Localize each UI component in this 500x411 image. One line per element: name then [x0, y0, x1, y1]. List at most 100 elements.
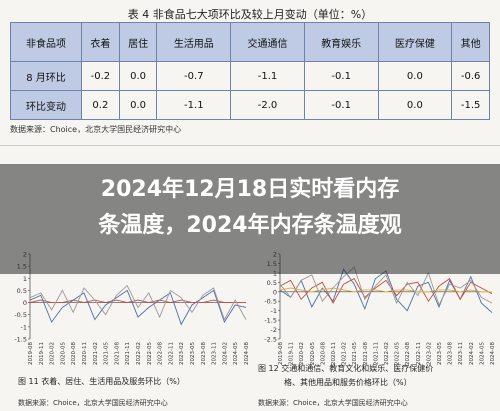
x-tick-label: 2024-02 [222, 342, 228, 365]
x-tick-label: 2024-08 [244, 342, 250, 365]
table4-cell: -0.1 [303, 90, 379, 120]
x-tick-label: 2023-11 [212, 342, 218, 365]
table4-col-header: 教育娱乐 [303, 22, 379, 62]
x-tick-label: 2021-11 [373, 342, 379, 365]
banner-title-line2: 条温度，2024年内存条温度观 [98, 213, 402, 238]
x-tick-label: 2022-08 [405, 342, 411, 365]
table4-col-header: 生活用品 [156, 22, 232, 62]
y-tick-label: -2.5 [264, 336, 277, 344]
table4-row-label: 8 月环比 [10, 61, 82, 91]
x-tick-label: 2022-02 [384, 342, 390, 365]
fig12-caption-line1: 图 12 交通和通信、教育文化和娱乐、医疗保健价 [258, 364, 434, 373]
table-row: 8 月环比 -0.2 0.0 -0.7 -1.1 -0.1 0.0 -0.6 [10, 61, 490, 91]
y-tick-label: -2 [271, 326, 277, 334]
x-tick-label: 2020-02 [50, 342, 56, 365]
fig11-chart: 21.510.50-0.5-1-1.52019-082019-112020-02… [14, 251, 250, 365]
x-tick-label: 2024-02 [469, 342, 475, 365]
table4-cell: -1.1 [156, 90, 232, 120]
x-tick-label: 2019-11 [39, 342, 45, 365]
x-tick-label: 2021-05 [104, 342, 110, 365]
x-tick-label: 2020-05 [60, 342, 66, 365]
x-tick-label: 2020-08 [71, 342, 77, 365]
y-tick-label: -1.5 [264, 317, 277, 325]
x-tick-label: 2020-02 [299, 342, 305, 365]
x-tick-label: 2023-02 [179, 342, 185, 365]
series-line [29, 284, 247, 321]
table4-cell: -1.1 [230, 61, 305, 91]
table4-row-label: 环比变动 [10, 90, 82, 120]
x-tick-label: 2020-11 [331, 342, 337, 365]
table4-source: 数据来源：Choice，北京大学国民经济研究中心 [10, 125, 182, 134]
y-tick-label: -1.5 [14, 336, 27, 344]
table4-cell: 0.2 [81, 90, 120, 120]
x-tick-label: 2024-08 [490, 342, 496, 365]
banner-title-line1: 2024年12月18日实时看内存 [100, 177, 400, 202]
y-tick-label: 0 [273, 288, 277, 296]
table4-cell: -0.2 [81, 61, 120, 91]
table4-cell: -1.5 [451, 90, 490, 120]
y-tick-label: 1 [23, 275, 27, 283]
x-tick-label: 2024-05 [233, 342, 239, 365]
series-line [279, 287, 492, 293]
y-tick-label: 0.5 [267, 279, 277, 287]
y-tick-label: -0.5 [14, 311, 27, 319]
x-tick-label: 2021-08 [114, 342, 120, 365]
x-tick-label: 2022-05 [395, 342, 401, 365]
table-row: 环比变动 0.2 0.0 -1.1 -2.0 -0.1 0.0 -1.5 [10, 90, 490, 120]
table4-col-header: 交通通信 [230, 22, 305, 62]
table4-col-header: 医疗保健 [377, 22, 453, 62]
x-tick-label: 2023-08 [201, 342, 207, 365]
x-tick-label: 2022-05 [147, 342, 153, 365]
series-line [29, 289, 247, 326]
table4-cell: 0.0 [377, 61, 453, 91]
title-banner [0, 164, 500, 274]
table4-cell: -0.6 [451, 61, 490, 91]
x-tick-label: 2020-08 [320, 342, 326, 365]
table4-cell: -0.7 [156, 61, 232, 91]
y-tick-label: -1 [271, 307, 277, 315]
banner-title[interactable]: 2024年12月18日实时看内存 条温度，2024年内存条温度观 [20, 172, 480, 244]
fig12-source: 数据来源：Choice，北京大学国民经济研究中心 [258, 399, 408, 407]
series-line [279, 266, 493, 307]
table4-header-row: 非食品项 衣着 居住 生活用品 交通通信 教育娱乐 医疗保健 其他 [10, 22, 490, 62]
fig11-caption: 图 11 衣着、居住、生活用品及服务环比（%） [18, 377, 185, 386]
x-tick-label: 2023-05 [437, 342, 443, 365]
y-tick-label: 0.5 [17, 287, 27, 295]
y-tick-label: -1 [21, 323, 27, 331]
x-tick-label: 2020-11 [82, 342, 88, 365]
y-tick-label: -0.5 [264, 298, 277, 306]
x-tick-label: 2023-08 [448, 342, 454, 365]
table4-col-header: 居住 [118, 22, 158, 62]
fig12-caption-line2: 格、其他用品和服务价格环比（%） [284, 378, 412, 387]
x-tick-label: 2019-11 [289, 342, 295, 365]
divider [0, 145, 500, 146]
x-tick-label: 2021-11 [125, 342, 131, 365]
x-tick-label: 2022-08 [158, 342, 164, 365]
x-tick-label: 2019-08 [278, 342, 284, 365]
series-line [279, 277, 493, 305]
table4-cell: -2.0 [230, 90, 305, 120]
x-tick-label: 2024-05 [479, 342, 485, 365]
table4-cell: 0.0 [118, 90, 158, 120]
table4-cell: 0.0 [377, 90, 453, 120]
x-tick-label: 2021-02 [342, 342, 348, 365]
x-tick-label: 2023-05 [190, 342, 196, 365]
fig11-source: 数据来源：Choice，北京大学国民经济研究中心 [18, 399, 168, 407]
table4-col-header: 衣着 [81, 22, 120, 62]
x-tick-label: 2022-11 [168, 342, 174, 365]
x-tick-label: 2021-02 [93, 342, 99, 365]
series-line [29, 299, 246, 304]
x-tick-label: 2019-08 [28, 342, 34, 365]
x-tick-label: 2021-05 [352, 342, 358, 365]
x-tick-label: 2023-02 [426, 342, 432, 365]
fig12-caption: 图 12 交通和通信、教育文化和娱乐、医疗保健价 格、其他用品和服务价格环比（%… [258, 362, 433, 390]
table4-cell: 0.0 [118, 61, 158, 91]
table4-cell: -0.1 [303, 61, 379, 91]
table4: 非食品项 衣着 居住 生活用品 交通通信 教育娱乐 医疗保健 其他 8 月环比 … [10, 22, 490, 120]
y-tick-label: 0 [23, 299, 27, 307]
table4-corner: 非食品项 [10, 22, 82, 62]
x-tick-label: 2021-08 [363, 342, 369, 365]
x-tick-label: 2023-11 [458, 342, 464, 365]
table4-title: 表 4 非食品七大项环比及较上月变动（单位：%） [127, 8, 373, 21]
